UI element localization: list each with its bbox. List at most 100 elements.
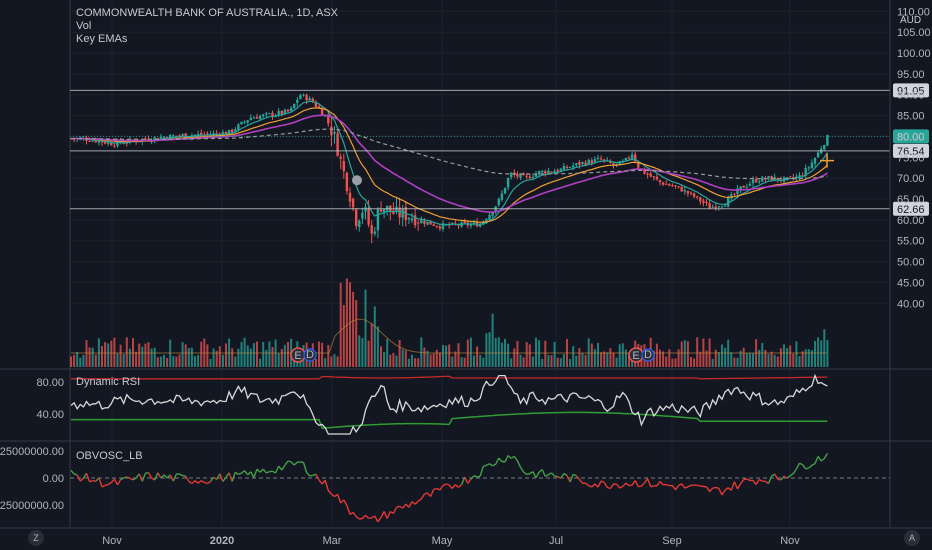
- obv-segment: [519, 466, 525, 473]
- obv-segment: [566, 475, 571, 483]
- volume-bar: [485, 333, 488, 367]
- volume-legend[interactable]: Vol: [76, 20, 92, 32]
- candle-body: [110, 142, 113, 146]
- candle-body: [696, 196, 699, 198]
- volume-bar: [336, 356, 339, 367]
- volume-bar: [175, 356, 178, 367]
- candle-body: [268, 113, 271, 115]
- candle-body: [692, 193, 696, 197]
- candle-body: [85, 139, 88, 141]
- volume-bar: [194, 356, 196, 367]
- candle-body: [634, 154, 637, 162]
- obv-segment: [120, 477, 125, 481]
- candle-body: [336, 133, 339, 156]
- volume-bar: [510, 358, 513, 367]
- candle-body: [767, 176, 770, 179]
- volume-bar: [141, 346, 144, 367]
- candle-body: [193, 134, 197, 136]
- volume-bar: [786, 347, 789, 367]
- obv-segment: [101, 484, 106, 488]
- volume-bar: [339, 282, 342, 367]
- candle-body: [785, 177, 789, 179]
- volume-bar: [435, 349, 438, 367]
- volume-bar: [507, 343, 510, 367]
- obv-segment: [588, 485, 593, 488]
- obv-segment: [266, 471, 270, 474]
- obv-segment: [808, 464, 813, 469]
- volume-bar: [603, 351, 606, 367]
- obv-segment: [132, 477, 137, 481]
- obv-segment: [548, 472, 552, 476]
- volume-bar: [538, 340, 541, 367]
- candle-body: [196, 133, 200, 135]
- candle-body: [559, 168, 562, 171]
- level-tag-bg: [893, 129, 929, 144]
- obv-segment: [575, 475, 580, 480]
- obv-legend[interactable]: OBVOSC_LB: [76, 450, 143, 462]
- candle-body: [314, 102, 318, 107]
- candle-body: [683, 189, 686, 192]
- obv-segment: [445, 483, 450, 486]
- obv-segment: [420, 493, 425, 500]
- ema-legend[interactable]: Key EMAs: [76, 33, 128, 45]
- obv-segment: [147, 472, 153, 479]
- candle-body: [826, 134, 829, 146]
- volume-bar: [575, 355, 578, 367]
- candle-body: [723, 205, 727, 207]
- volume-bar: [119, 344, 122, 367]
- obv-segment: [315, 473, 320, 481]
- rsi-line: [70, 373, 828, 435]
- volume-bar: [789, 345, 792, 367]
- price-tick-label: 75.00: [897, 152, 925, 164]
- obv-segment: [640, 482, 646, 487]
- obv-segment: [740, 479, 745, 485]
- candle-body: [103, 141, 107, 144]
- volume-bar: [758, 349, 761, 367]
- volume-bar: [293, 357, 296, 367]
- price-tick-label: 110.00: [897, 6, 930, 18]
- volume-bar: [671, 358, 674, 367]
- volume-bar: [246, 345, 249, 367]
- candle-body: [305, 94, 308, 101]
- candle-body: [497, 198, 500, 206]
- candle-body: [736, 188, 739, 194]
- obv-segment: [244, 470, 249, 476]
- volume-bar: [79, 357, 82, 367]
- obv-segment: [79, 477, 84, 482]
- obv-segment: [126, 476, 131, 479]
- volume-bar: [631, 358, 634, 367]
- obv-segment: [820, 458, 825, 462]
- obv-segment: [336, 494, 342, 504]
- obv-segment: [346, 505, 351, 515]
- volume-bar: [429, 354, 432, 367]
- auto-scale-button[interactable]: A: [904, 530, 920, 546]
- volume-bar: [330, 356, 333, 367]
- candle-body: [116, 140, 119, 146]
- price-tick-label: 65.00: [897, 194, 925, 206]
- volume-bar: [352, 291, 355, 367]
- volume-bar: [693, 358, 696, 367]
- volume-bar: [674, 358, 677, 367]
- zoom-button[interactable]: Z: [28, 530, 44, 546]
- candle-body: [296, 99, 299, 103]
- volume-bar: [717, 352, 720, 367]
- price-tick-label: 70.00: [897, 173, 925, 185]
- volume-bar: [559, 358, 562, 367]
- obv-segment: [712, 486, 716, 489]
- volume-bar: [473, 355, 475, 367]
- candle-body: [575, 163, 578, 166]
- obv-segment: [774, 473, 779, 480]
- candle-body: [596, 157, 600, 159]
- volume-bar: [556, 357, 559, 367]
- volume-bar: [593, 349, 596, 367]
- obv-segment: [98, 477, 103, 488]
- obv-segment: [324, 479, 329, 491]
- obv-segment: [795, 462, 801, 470]
- candle-body: [528, 176, 531, 179]
- rsi-legend[interactable]: Dynamic RSI: [76, 376, 141, 388]
- volume-bar: [686, 341, 689, 367]
- volume-bar: [407, 358, 410, 367]
- volume-bar: [345, 278, 348, 367]
- obv-segment: [470, 475, 475, 480]
